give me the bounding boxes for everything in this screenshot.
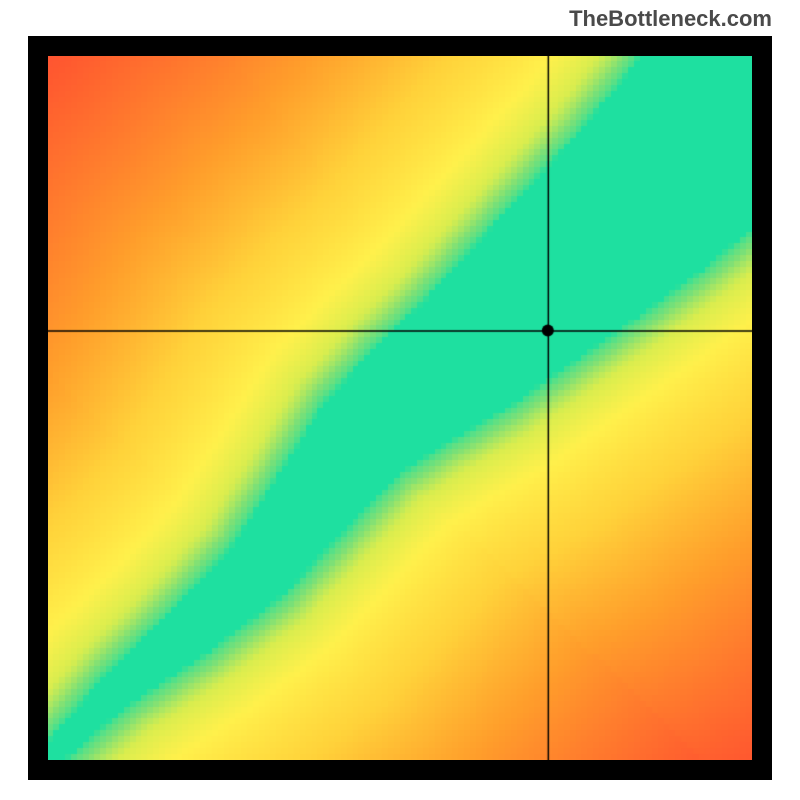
chart-frame xyxy=(28,36,772,780)
watermark-text: TheBottleneck.com xyxy=(569,6,772,32)
crosshair-overlay xyxy=(48,56,752,760)
